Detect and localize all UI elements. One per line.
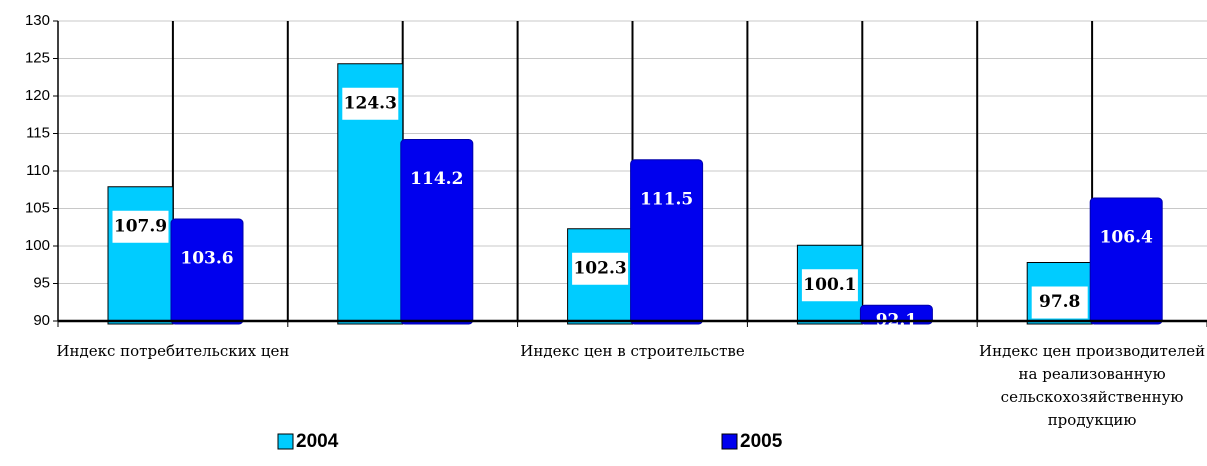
value-label-box <box>342 87 399 120</box>
legend-swatch <box>277 433 294 450</box>
x-tick-label: Индекс цен производителей на реализованн… <box>979 342 1206 429</box>
value-label: 100.1 <box>803 275 856 295</box>
y-tick-label: 105 <box>25 199 50 216</box>
value-label-box <box>572 252 629 285</box>
y-tick-label: 125 <box>25 49 50 66</box>
legend-label: 2005 <box>740 431 783 452</box>
bar <box>859 304 933 325</box>
y-tick-label: 130 <box>25 12 50 29</box>
value-label-box <box>112 210 169 243</box>
value-label: 114.2 <box>410 169 463 189</box>
bar <box>1089 197 1163 325</box>
y-tick-label: 120 <box>25 87 50 104</box>
y-tick-label: 95 <box>33 274 50 291</box>
value-label-box <box>801 269 858 302</box>
value-label: 124.3 <box>344 93 397 113</box>
value-label: 106.4 <box>1100 228 1153 248</box>
bar <box>400 139 474 325</box>
bar <box>107 186 174 325</box>
x-tick-label: Индекс потребительских цен <box>56 342 290 360</box>
y-tick-label: 100 <box>25 237 50 254</box>
y-tick-label: 110 <box>26 162 50 179</box>
y-tick-label: 115 <box>26 124 50 141</box>
value-label-box <box>1031 286 1088 319</box>
legend-swatch <box>721 433 738 450</box>
y-tick-label: 90 <box>33 312 50 329</box>
x-tick-label: Индекс цен в строительстве <box>520 342 745 360</box>
value-label: 102.3 <box>573 258 626 278</box>
bar <box>630 159 704 325</box>
bar <box>170 218 244 325</box>
value-label: 103.6 <box>180 249 233 269</box>
value-label: 107.9 <box>114 216 167 236</box>
value-label: 111.5 <box>640 189 693 209</box>
value-label: 97.8 <box>1039 292 1080 312</box>
legend-label: 2004 <box>296 431 339 452</box>
